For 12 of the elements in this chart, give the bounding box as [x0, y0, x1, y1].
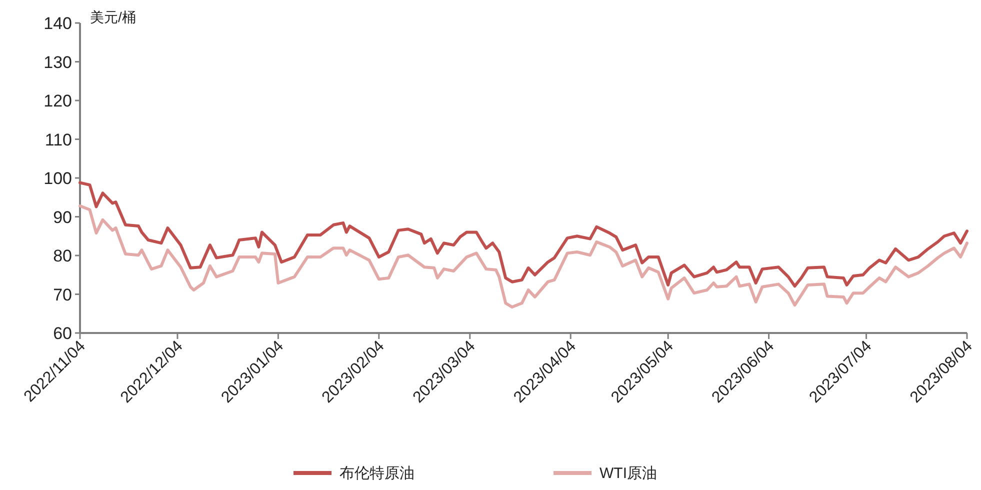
y-tick-label: 80 — [53, 246, 72, 266]
y-tick-label: 120 — [44, 92, 72, 110]
y-tick-label: 130 — [44, 52, 72, 72]
y-tick-label: 60 — [53, 324, 72, 343]
y-tick-label: 70 — [53, 285, 72, 304]
y-axis-title: 美元/桶 — [90, 9, 136, 25]
y-tick-label: 140 — [44, 14, 72, 33]
y-tick-label: 110 — [44, 130, 72, 150]
y-tick-label: 100 — [44, 169, 72, 188]
y-tick-label: 90 — [53, 208, 72, 227]
legend-label: 布伦特原油 — [340, 465, 414, 482]
legend-label: WTI原油 — [600, 465, 657, 482]
